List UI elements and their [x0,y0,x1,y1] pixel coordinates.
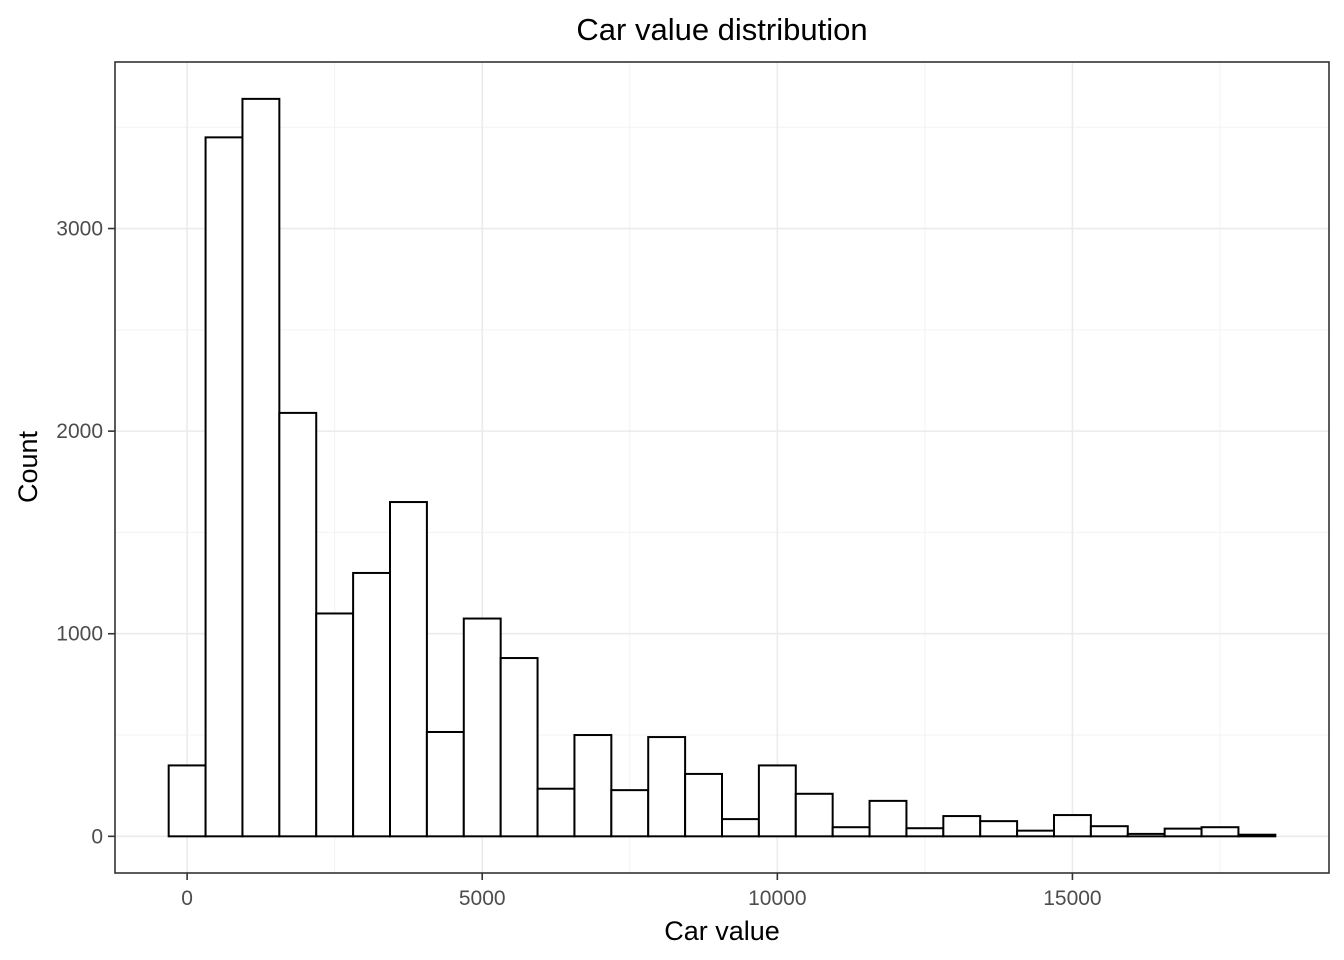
histogram-bar-28 [1163,827,1203,838]
y-tick-label: 0 [91,825,103,848]
histogram-bar-7 [389,501,428,838]
histogram-bar-19 [831,826,871,838]
histogram-bar-3 [241,97,281,838]
histogram-bar-5 [315,612,355,838]
histogram-bar-29 [1200,826,1240,838]
histogram-bar-1 [167,764,207,838]
axis-ticks [108,227,1074,880]
histogram-bar-23 [979,820,1019,838]
histogram-bar-15 [684,772,723,838]
histogram-bar-9 [462,617,502,838]
histogram-bar-10 [499,657,539,838]
y-tick-label: 3000 [56,218,103,241]
plot-panel-border [114,61,1330,874]
x-tick-label: 5000 [459,887,506,910]
x-axis-tick-labels: 0 5000 10000 15000 [181,887,1101,910]
histogram-bar-25 [1052,814,1092,838]
y-tick-label: 2000 [56,420,103,443]
histogram-bar-6 [352,571,392,838]
histogram-bar-16 [721,818,760,838]
histogram-bar-26 [1089,825,1129,838]
histogram-bar-17 [757,764,797,838]
histogram-bars [167,97,1277,838]
histogram-bar-12 [573,734,613,838]
chart-title: Car value distribution [576,12,867,47]
histogram-bar-11 [536,787,576,838]
histogram-bar-24 [1016,829,1055,838]
histogram-bar-30 [1237,833,1277,838]
histogram-bar-22 [942,815,982,838]
histogram-bar-2 [204,136,244,838]
histogram-bar-27 [1126,832,1166,838]
histogram-bar-14 [647,736,687,838]
histogram-bar-8 [425,730,465,838]
x-tick-label: 0 [181,887,193,910]
y-tick-label: 1000 [56,623,103,646]
x-tick-label: 10000 [748,887,806,910]
histogram-bar-13 [610,789,650,838]
y-axis-tick-labels: 0 1000 2000 3000 [56,218,103,849]
histogram-bar-20 [868,799,908,838]
histogram-bar-18 [794,792,834,838]
y-axis-title: Count [13,430,43,503]
x-axis-title: Car value [664,916,780,946]
x-tick-label: 15000 [1043,887,1101,910]
histogram-bar-4 [278,411,318,838]
histogram-bar-21 [905,827,945,838]
